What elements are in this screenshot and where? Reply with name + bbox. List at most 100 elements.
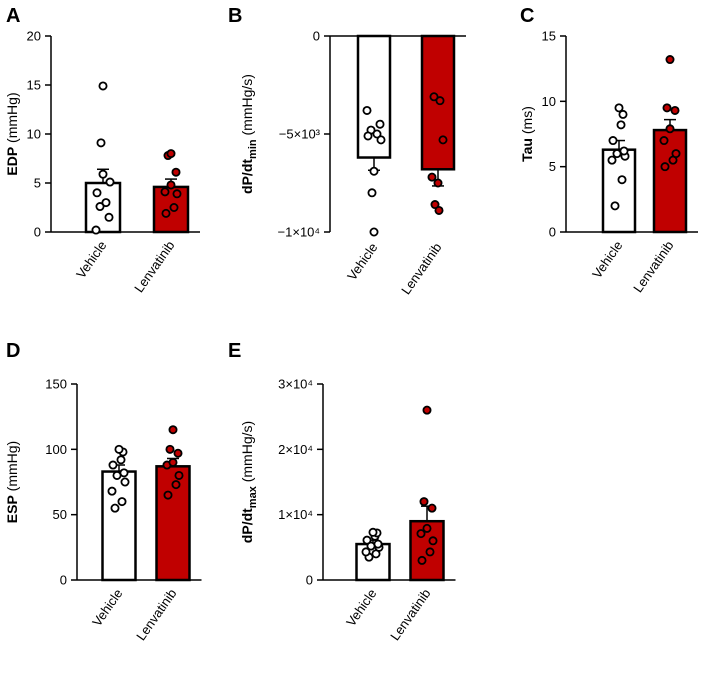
- y-tick-label: 0: [313, 29, 320, 44]
- data-point: [429, 92, 439, 102]
- data-point: [117, 497, 127, 507]
- data-point: [425, 547, 435, 557]
- data-point: [607, 155, 617, 165]
- data-point: [419, 497, 429, 507]
- data-point: [438, 135, 448, 145]
- y-tick-label: 1×10⁴: [278, 507, 313, 522]
- data-point: [616, 120, 626, 130]
- y-axis-label: EDP (mmHg): [4, 92, 20, 175]
- data-point: [416, 529, 426, 539]
- data-point: [422, 523, 432, 533]
- x-category-label: Vehicle: [344, 240, 380, 283]
- x-category-label: Vehicle: [343, 586, 379, 629]
- panel-letter-d: D: [6, 340, 20, 362]
- data-point: [168, 425, 178, 435]
- data-point: [174, 470, 184, 480]
- x-category-label: Vehicle: [589, 238, 625, 281]
- data-point: [670, 105, 680, 115]
- data-point: [172, 189, 182, 199]
- panel-letter-a: A: [6, 5, 20, 27]
- data-point: [91, 225, 101, 235]
- y-tick-label: 15: [542, 29, 556, 44]
- data-point: [171, 480, 181, 490]
- bar-vehicle: [101, 470, 137, 582]
- panel-letter-c: C: [520, 5, 534, 27]
- y-tick-label: 5: [549, 159, 556, 174]
- data-point: [166, 180, 176, 190]
- x-category-label: Vehicle: [89, 586, 125, 629]
- data-point: [165, 444, 175, 454]
- data-point: [428, 536, 438, 546]
- y-axis-label: Tau (ms): [519, 106, 535, 162]
- data-point: [161, 208, 171, 218]
- data-point: [614, 103, 624, 113]
- y-tick-label: 50: [53, 507, 67, 522]
- y-tick-label: 100: [45, 442, 67, 457]
- bar-lenvatinib: [155, 465, 191, 582]
- data-point: [173, 448, 183, 458]
- data-point: [610, 201, 620, 211]
- data-point: [665, 55, 675, 65]
- y-tick-label: 3×10⁴: [278, 377, 313, 392]
- data-point: [168, 457, 178, 467]
- data-point: [101, 198, 111, 208]
- panel-letter-b: B: [228, 5, 242, 27]
- x-category-label: Lenvatinib: [398, 240, 444, 297]
- data-point: [369, 166, 379, 176]
- y-tick-label: 0: [60, 573, 67, 588]
- y-tick-label: 0: [549, 225, 556, 240]
- data-point: [376, 135, 386, 145]
- panel-b: B −1×10⁴ −5×10³ 0 Vehicle Lenvatinib dP/dtmin…: [228, 5, 466, 297]
- data-point: [430, 200, 440, 210]
- data-point: [107, 486, 117, 496]
- data-point: [116, 455, 126, 465]
- data-point: [619, 146, 629, 156]
- y-tick-label: 20: [27, 29, 41, 44]
- data-point: [169, 202, 179, 212]
- data-point: [422, 405, 432, 415]
- data-point: [665, 124, 675, 134]
- y-axis-label: ESP (mmHg): [4, 441, 20, 523]
- data-point: [362, 105, 372, 115]
- data-point: [427, 503, 437, 513]
- data-point: [435, 96, 445, 106]
- data-point: [660, 162, 670, 172]
- y-tick-label: 0: [306, 573, 313, 588]
- x-category-label: Lenvatinib: [131, 238, 177, 295]
- data-point: [105, 177, 115, 187]
- data-point: [171, 167, 181, 177]
- x-category-label: Vehicle: [73, 238, 109, 281]
- data-point: [662, 103, 672, 113]
- data-point: [659, 136, 669, 146]
- bar-lenvatinib: [652, 128, 688, 234]
- y-tick-label: −1×10⁴: [278, 225, 320, 240]
- data-point: [373, 539, 383, 549]
- data-point: [375, 119, 385, 129]
- panel-c: C 0 5 10 15 Vehicle Lenvatinib Tau (ms): [519, 5, 698, 295]
- data-point: [163, 490, 173, 500]
- data-point: [369, 227, 379, 237]
- y-tick-label: 150: [45, 377, 67, 392]
- data-point: [120, 477, 130, 487]
- y-axis-label: dP/dtmin (mmHg/s): [239, 74, 259, 194]
- y-tick-label: −5×10³: [279, 127, 321, 142]
- data-point: [160, 187, 170, 197]
- data-point: [368, 527, 378, 537]
- panel-d: D 0 50 100 150 Vehicle Lenvatinib ESP (mmHg): [4, 340, 202, 643]
- data-point: [96, 138, 106, 148]
- x-category-label: Lenvatinib: [630, 238, 676, 295]
- y-tick-label: 10: [27, 127, 41, 142]
- data-point: [92, 188, 102, 198]
- data-point: [108, 460, 118, 470]
- x-category-label: Lenvatinib: [133, 586, 179, 643]
- bar-vehicle: [601, 148, 637, 234]
- y-tick-label: 5: [34, 176, 41, 191]
- data-point: [98, 169, 108, 179]
- data-point: [114, 444, 124, 454]
- data-point: [362, 535, 372, 545]
- panel-letter-e: E: [228, 340, 241, 362]
- y-tick-label: 15: [27, 78, 41, 93]
- data-point: [110, 503, 120, 513]
- data-point: [95, 202, 105, 212]
- data-point: [433, 178, 443, 188]
